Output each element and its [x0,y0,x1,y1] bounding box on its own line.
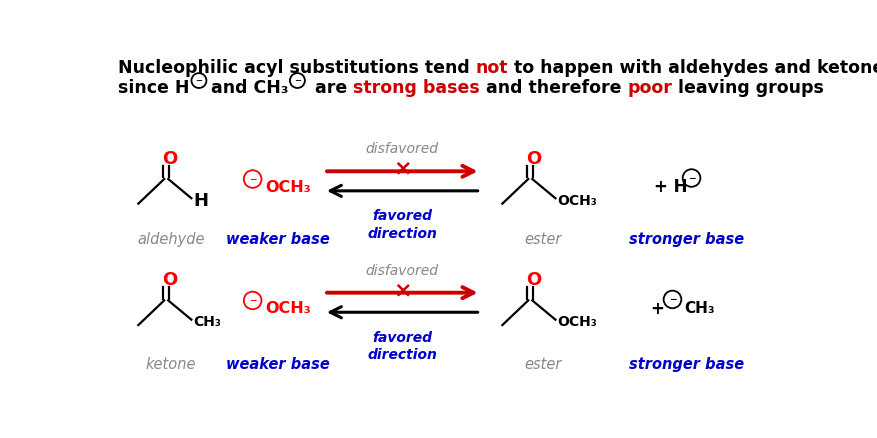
Text: −: − [687,173,695,183]
Text: stronger base: stronger base [629,357,744,372]
Text: +: + [650,300,664,318]
Text: + H: + H [653,178,687,197]
Text: ester: ester [524,357,561,372]
Text: OCH₃: OCH₃ [557,315,596,329]
Text: stronger base: stronger base [629,232,744,247]
Text: O: O [525,271,541,289]
Text: weaker base: weaker base [225,357,330,372]
Text: favored
direction: favored direction [367,209,437,241]
Text: are: are [309,79,353,97]
Text: strong bases: strong bases [353,79,480,97]
Text: OCH₃: OCH₃ [265,301,310,316]
Text: OCH₃: OCH₃ [265,180,310,195]
Text: and CH₃: and CH₃ [210,79,288,97]
Text: disfavored: disfavored [366,142,438,156]
Text: ester: ester [524,232,561,247]
Text: O: O [162,150,177,168]
Text: ketone: ketone [146,357,196,372]
Text: aldehyde: aldehyde [137,232,204,247]
Text: OCH₃: OCH₃ [557,194,596,208]
Text: ×: × [393,280,411,300]
Text: −: − [248,296,256,305]
Text: O: O [162,271,177,289]
Text: weaker base: weaker base [225,232,330,247]
Text: to happen with aldehydes and ketones: to happen with aldehydes and ketones [508,59,877,77]
Text: ×: × [393,159,411,179]
Text: leaving groups: leaving groups [672,79,824,97]
Text: poor: poor [627,79,672,97]
Text: and therefore: and therefore [480,79,627,97]
Text: not: not [475,59,508,77]
Text: CH₃: CH₃ [193,315,221,329]
Text: −: − [668,295,675,304]
Text: O: O [525,150,541,168]
Text: H: H [193,192,208,210]
Text: −: − [294,76,301,85]
Text: −: − [196,76,203,85]
Text: CH₃: CH₃ [684,301,715,316]
Text: favored
direction: favored direction [367,331,437,362]
Text: −: − [248,174,256,184]
Text: Nucleophilic acyl substitutions tend: Nucleophilic acyl substitutions tend [118,59,475,77]
Text: since H: since H [118,79,189,97]
Text: disfavored: disfavored [366,264,438,278]
